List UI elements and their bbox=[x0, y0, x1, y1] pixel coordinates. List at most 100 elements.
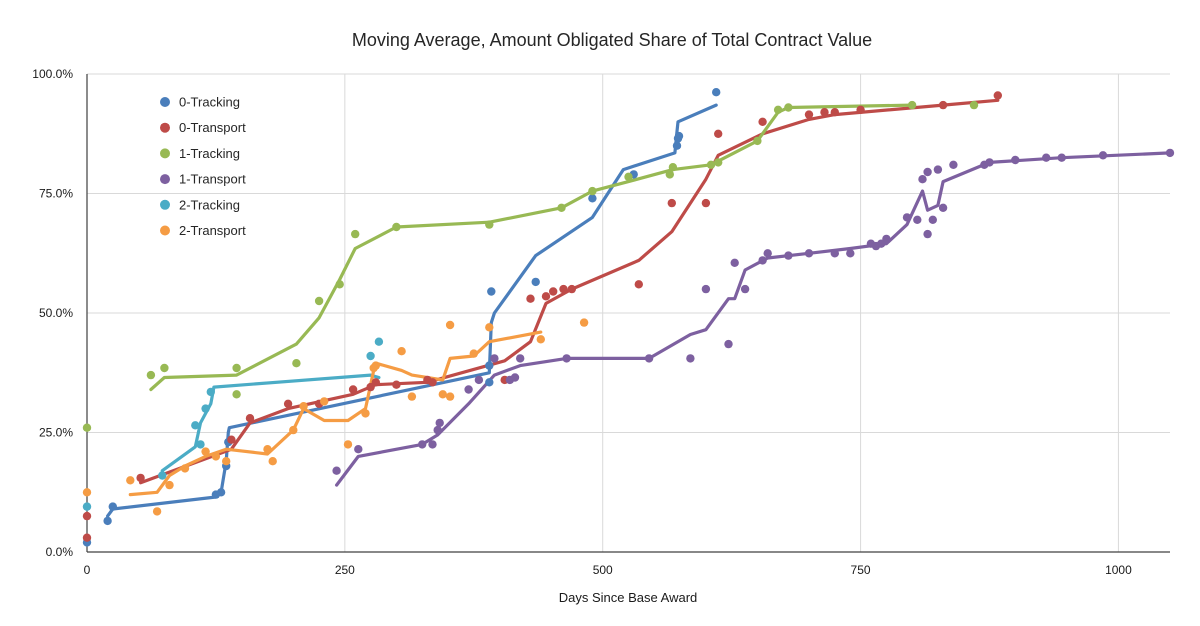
data-point-0-transport bbox=[701, 198, 711, 208]
x-tick-label: 0 bbox=[84, 563, 91, 577]
data-point-0-tracking bbox=[712, 88, 721, 97]
data-point-0-transport bbox=[392, 380, 401, 389]
data-point-0-transport bbox=[283, 399, 293, 408]
y-tick-label: 50.0% bbox=[39, 306, 73, 320]
data-point-0-transport bbox=[804, 110, 814, 119]
data-point-2-transport bbox=[445, 392, 455, 401]
y-tick-label: 25.0% bbox=[39, 426, 73, 440]
data-point-0-transport bbox=[667, 198, 676, 208]
data-point-2-transport bbox=[299, 402, 308, 411]
data-point-1-transport bbox=[758, 256, 767, 265]
y-tick-label: 100.0% bbox=[32, 67, 73, 81]
data-point-0-transport bbox=[820, 108, 829, 117]
data-point-0-tracking bbox=[487, 287, 496, 296]
data-point-1-transport bbox=[724, 339, 733, 349]
data-point-0-transport bbox=[526, 294, 535, 303]
data-point-1-transport bbox=[882, 234, 891, 244]
data-point-2-tracking bbox=[191, 421, 200, 430]
data-point-1-tracking bbox=[292, 359, 301, 368]
x-axis-title: Days Since Base Award bbox=[559, 590, 698, 605]
data-point-1-tracking bbox=[557, 203, 566, 212]
data-point-1-tracking bbox=[907, 100, 917, 110]
data-point-2-tracking bbox=[196, 440, 205, 449]
y-tick-label: 75.0% bbox=[39, 187, 73, 201]
data-point-1-transport bbox=[985, 158, 994, 167]
legend-label-2-transport: 2-Transport bbox=[179, 223, 246, 238]
data-point-0-transport bbox=[82, 533, 92, 542]
data-point-2-transport bbox=[320, 397, 329, 406]
data-point-1-transport bbox=[902, 213, 912, 222]
data-point-2-transport bbox=[201, 447, 210, 456]
data-point-0-transport bbox=[714, 129, 723, 138]
data-point-1-tracking bbox=[665, 170, 674, 179]
data-point-1-transport bbox=[354, 445, 363, 454]
data-point-1-transport bbox=[510, 373, 520, 382]
data-point-2-transport bbox=[268, 457, 277, 466]
data-point-0-transport bbox=[559, 284, 568, 294]
data-point-2-tracking bbox=[206, 387, 215, 397]
data-point-1-transport bbox=[701, 284, 711, 294]
data-point-2-tracking bbox=[158, 471, 167, 480]
data-point-0-transport bbox=[549, 287, 558, 296]
data-point-2-transport bbox=[289, 425, 298, 435]
data-point-1-transport bbox=[913, 215, 922, 224]
data-point-1-transport bbox=[332, 466, 341, 475]
data-point-1-tracking bbox=[773, 105, 783, 115]
data-point-0-transport bbox=[227, 435, 236, 444]
data-point-0-transport bbox=[993, 91, 1002, 100]
legend-marker-2-transport bbox=[160, 225, 170, 236]
data-point-2-tracking bbox=[366, 351, 375, 361]
data-point-2-transport bbox=[407, 392, 417, 401]
data-point-1-tracking bbox=[706, 160, 716, 169]
data-point-0-transport bbox=[136, 473, 145, 483]
data-point-1-tracking bbox=[351, 229, 360, 239]
data-point-0-transport bbox=[541, 292, 551, 301]
data-point-1-tracking bbox=[82, 423, 92, 432]
data-point-2-transport bbox=[371, 361, 380, 370]
data-point-1-transport bbox=[1057, 153, 1066, 162]
data-point-1-transport bbox=[784, 251, 793, 260]
data-point-2-transport bbox=[536, 335, 545, 344]
x-tick-label: 1000 bbox=[1105, 563, 1132, 577]
data-point-1-tracking bbox=[668, 163, 678, 172]
data-point-2-transport bbox=[361, 409, 370, 418]
data-point-1-tracking bbox=[714, 158, 723, 167]
data-point-1-tracking bbox=[232, 363, 241, 373]
data-point-0-transport bbox=[371, 378, 380, 387]
series-line-1-transport bbox=[335, 151, 1172, 487]
data-point-0-tracking bbox=[216, 488, 226, 497]
data-point-1-transport bbox=[562, 354, 571, 363]
data-point-0-tracking bbox=[103, 516, 112, 526]
data-point-1-tracking bbox=[335, 280, 344, 289]
data-point-1-transport bbox=[949, 160, 958, 169]
data-point-2-transport bbox=[485, 323, 494, 332]
data-point-1-tracking bbox=[232, 390, 241, 399]
data-point-1-transport bbox=[740, 284, 750, 294]
data-point-0-transport bbox=[428, 378, 437, 387]
data-point-0-tracking bbox=[674, 131, 684, 141]
data-point-2-transport bbox=[445, 320, 455, 330]
series-points-layer bbox=[82, 88, 1175, 547]
data-point-1-transport bbox=[1011, 155, 1020, 165]
data-point-1-tracking bbox=[753, 136, 762, 146]
legend-marker-0-transport bbox=[160, 122, 170, 133]
data-point-0-transport bbox=[348, 385, 358, 394]
grid-layer bbox=[87, 73, 1170, 552]
data-point-1-transport bbox=[490, 354, 499, 363]
series-lines-layer bbox=[106, 98, 1172, 518]
data-point-0-tracking bbox=[108, 502, 118, 511]
data-point-1-transport bbox=[433, 425, 442, 435]
series-line-2-tracking bbox=[160, 373, 381, 473]
chart-title: Moving Average, Amount Obligated Share o… bbox=[352, 30, 872, 50]
data-point-0-transport bbox=[938, 100, 948, 110]
data-point-0-transport bbox=[830, 108, 839, 117]
data-point-1-tracking bbox=[624, 172, 633, 181]
data-point-2-tracking bbox=[201, 404, 210, 413]
axes-layer: 0.0% 25.0% 50.0% 75.0% 100.0% 0 250 500 750 1000 bbox=[32, 67, 1170, 577]
data-point-0-transport bbox=[758, 117, 767, 127]
data-point-1-transport bbox=[1042, 153, 1051, 162]
data-point-1-transport bbox=[938, 203, 948, 212]
data-point-2-transport bbox=[438, 390, 447, 399]
data-point-1-tracking bbox=[485, 220, 494, 229]
